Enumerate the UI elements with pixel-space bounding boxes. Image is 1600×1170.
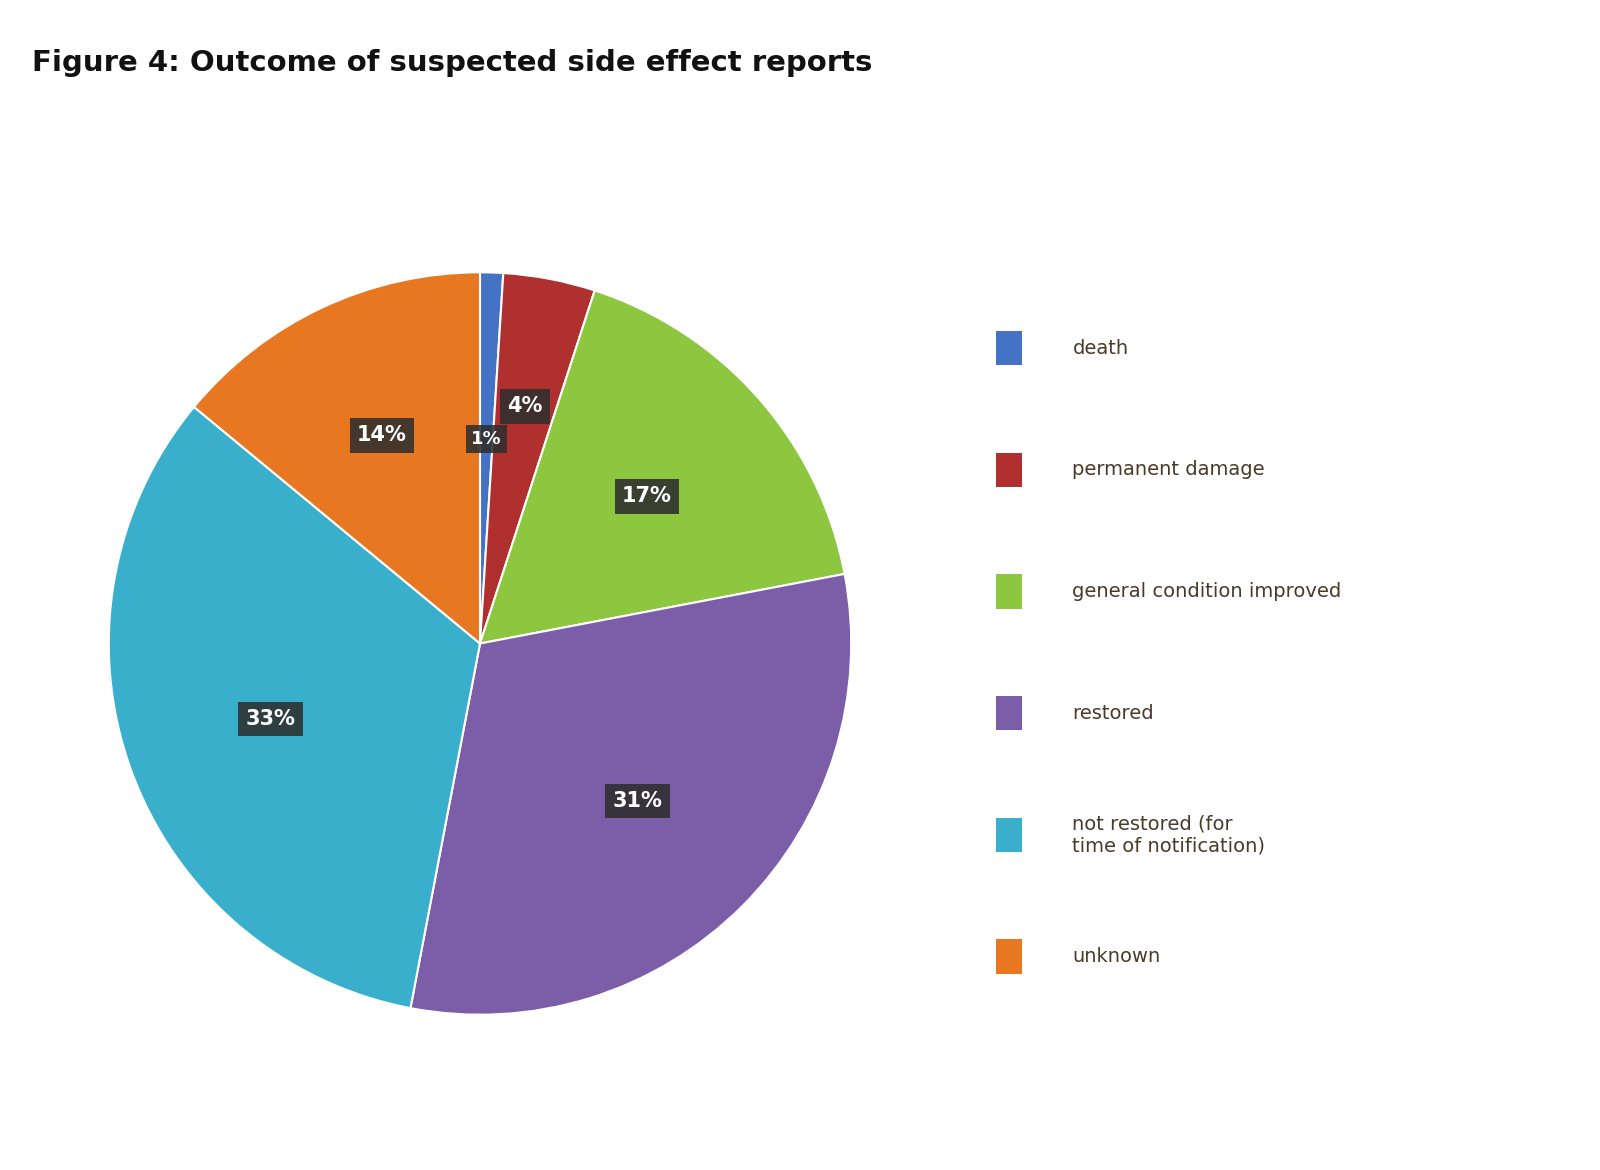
- FancyBboxPatch shape: [995, 331, 1022, 365]
- FancyBboxPatch shape: [995, 940, 1022, 973]
- FancyBboxPatch shape: [995, 574, 1022, 608]
- Text: 4%: 4%: [507, 397, 542, 417]
- Wedge shape: [480, 273, 595, 644]
- FancyBboxPatch shape: [995, 453, 1022, 487]
- Text: death: death: [1072, 338, 1128, 358]
- FancyBboxPatch shape: [995, 696, 1022, 730]
- Text: Figure 4: Outcome of suspected side effect reports: Figure 4: Outcome of suspected side effe…: [32, 49, 872, 77]
- FancyBboxPatch shape: [995, 818, 1022, 852]
- Wedge shape: [194, 273, 480, 644]
- Text: general condition improved: general condition improved: [1072, 581, 1342, 601]
- Wedge shape: [411, 574, 851, 1014]
- Wedge shape: [109, 407, 480, 1009]
- Wedge shape: [480, 273, 504, 644]
- Text: not restored (for
time of notification): not restored (for time of notification): [1072, 814, 1266, 855]
- Text: 17%: 17%: [622, 487, 672, 507]
- Text: restored: restored: [1072, 703, 1154, 723]
- Text: 31%: 31%: [613, 791, 662, 811]
- Wedge shape: [480, 290, 845, 644]
- Text: unknown: unknown: [1072, 947, 1160, 966]
- Text: permanent damage: permanent damage: [1072, 460, 1266, 480]
- Text: 33%: 33%: [245, 709, 296, 729]
- Text: 14%: 14%: [357, 425, 406, 446]
- Text: 1%: 1%: [470, 431, 502, 448]
